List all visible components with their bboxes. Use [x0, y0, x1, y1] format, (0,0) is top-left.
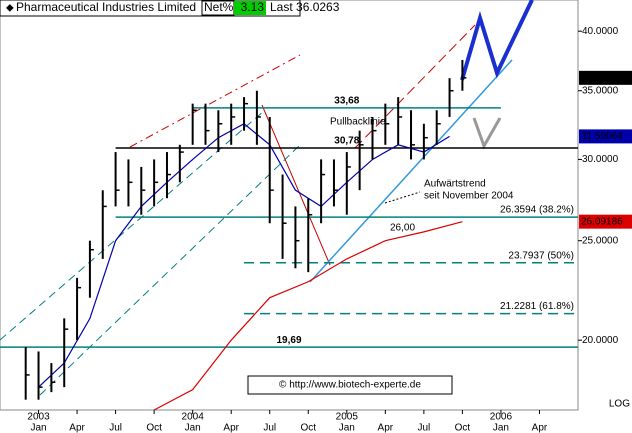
- x-tick-label: Apr: [532, 423, 548, 433]
- y-tick-label: 20.0000: [582, 335, 619, 346]
- annotation: 26,00: [390, 223, 415, 234]
- x-tick-label: Jan: [30, 423, 46, 433]
- trendline: [354, 24, 476, 149]
- year-label: 2004: [182, 412, 205, 423]
- x-tick-label: Apr: [378, 423, 394, 433]
- annotation: Aufwärtstrend: [424, 179, 486, 190]
- year-label: 2006: [490, 412, 513, 423]
- last-label: Last 36.0263: [270, 0, 340, 14]
- y-tick-label: 40.0000: [582, 26, 619, 37]
- last-value-label: 36.0263: [581, 72, 618, 83]
- forecast: [460, 0, 534, 81]
- log-label: LOG: [609, 399, 630, 410]
- year-label: 2003: [27, 412, 50, 423]
- x-tick-label: Apr: [223, 423, 239, 433]
- net-label: Net%: [204, 0, 234, 14]
- y-tick-label: 30.0000: [582, 154, 619, 165]
- level-label: 23.7937 (50%): [508, 250, 574, 261]
- x-tick-label: Jan: [493, 423, 509, 433]
- last-value-label: 26.09186: [581, 216, 623, 227]
- trendline: [39, 144, 301, 396]
- level-label: 21.2281 (61.8%): [500, 301, 574, 312]
- net-value: 3.13: [241, 0, 265, 14]
- icon: ◆: [6, 3, 14, 14]
- title: Pharmaceutical Industries Limited: [16, 0, 196, 14]
- pullback-shape: [472, 117, 502, 150]
- x-tick-label: Jul: [417, 423, 430, 433]
- x-tick-label: Jan: [339, 423, 355, 433]
- x-tick-label: Oct: [455, 423, 471, 433]
- level-label: 33,68: [334, 95, 359, 106]
- x-tick-label: Apr: [69, 423, 85, 433]
- last-value-box: [579, 70, 632, 85]
- trendline: [129, 54, 301, 148]
- last-value-label: 31.59064: [581, 131, 623, 142]
- annotation: Pullbacklinie: [330, 117, 386, 128]
- x-tick-label: Jul: [109, 423, 122, 433]
- level-label: 30,78: [334, 136, 359, 147]
- header: ◆ Pharmaceutical Industries Limited Net%…: [0, 0, 340, 17]
- x-tick-label: Oct: [300, 423, 316, 433]
- moving-average: [153, 221, 463, 411]
- y-tick-label: 25.0000: [582, 235, 619, 246]
- trendline: [261, 104, 331, 266]
- x-tick-label: Jul: [263, 423, 276, 433]
- trendline: [309, 59, 513, 283]
- net-value-box: [234, 1, 266, 15]
- level-label: 26.3594 (38.2%): [500, 205, 574, 216]
- x-tick-label: Oct: [146, 423, 162, 433]
- annotation: seit November 2004: [424, 191, 514, 202]
- watermark-box: [247, 375, 453, 395]
- year-label: 2005: [336, 412, 359, 423]
- plot-frame: [0, 0, 579, 411]
- last-value-box: [579, 214, 632, 229]
- watermark: © http://www.biotech-experte.de: [279, 380, 421, 391]
- last-value-box: [579, 129, 632, 144]
- y-tick-label: 35.0000: [582, 85, 619, 96]
- x-tick-label: Jan: [185, 423, 201, 433]
- level-label: 19,69: [276, 335, 301, 346]
